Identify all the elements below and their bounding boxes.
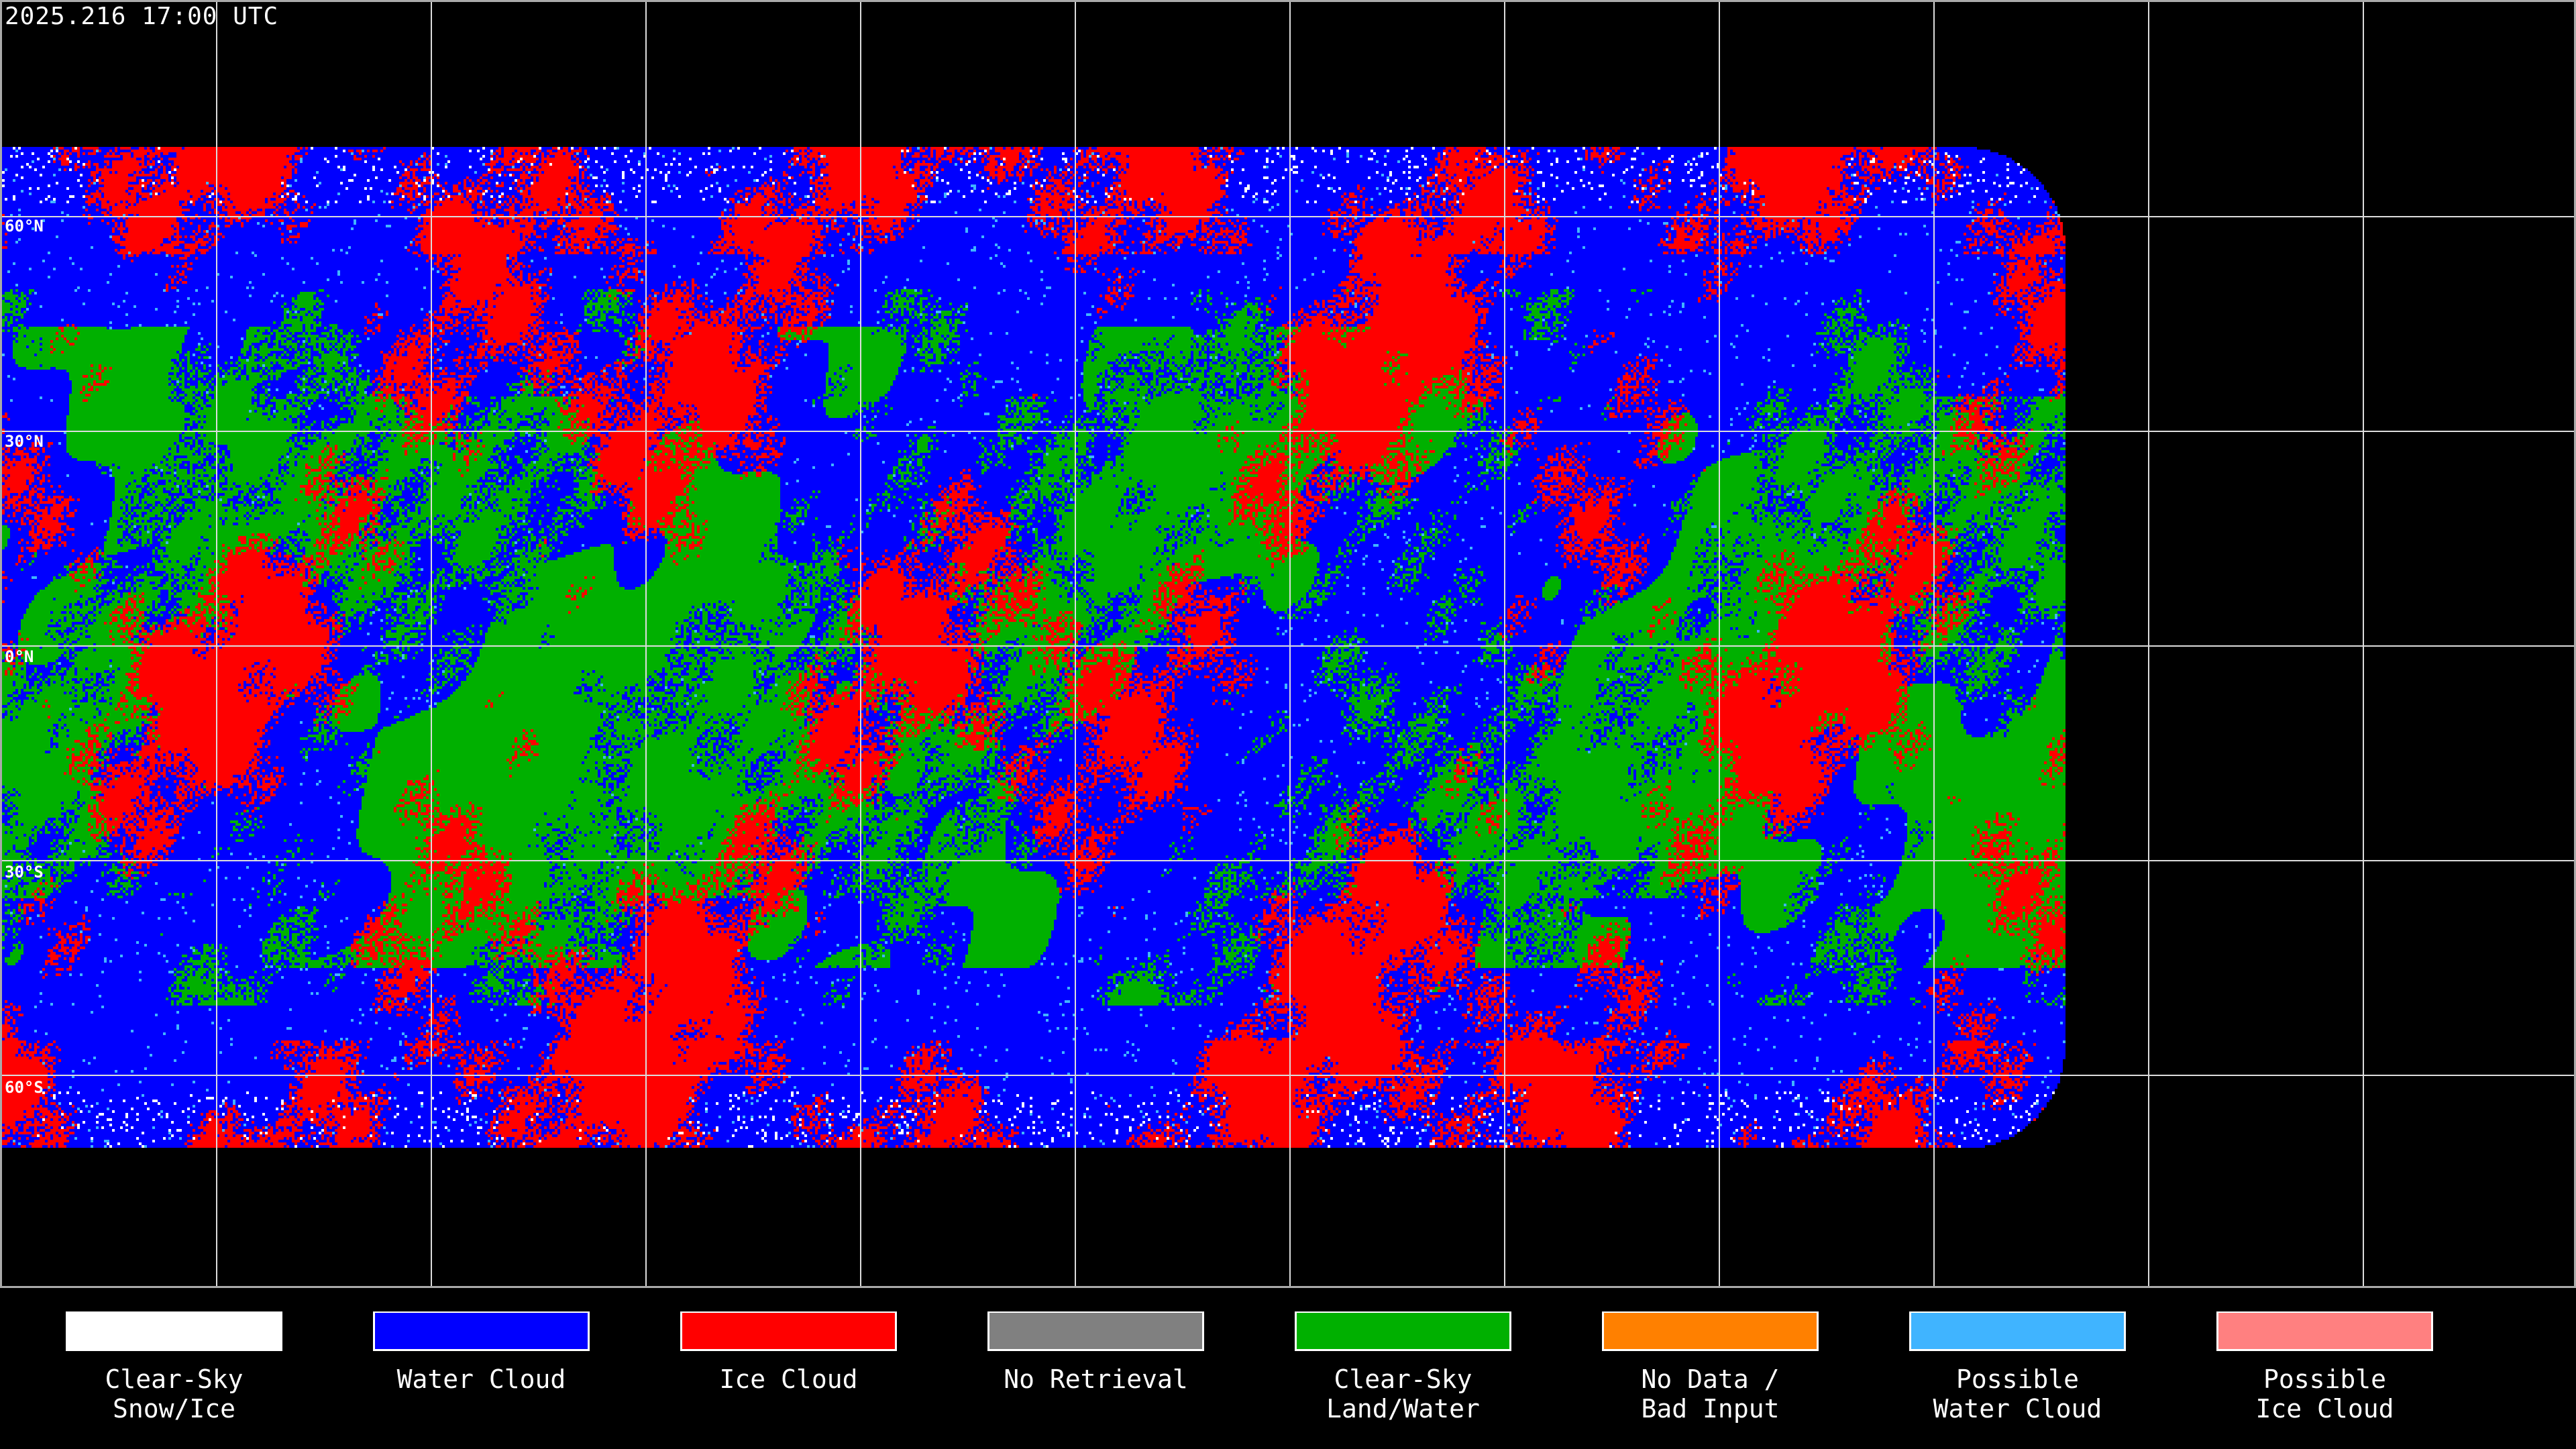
legend-item-clear-sky-land-water: Clear-Sky Land/Water: [1295, 1311, 1511, 1424]
legend-label-line2: Bad Input: [1641, 1394, 1780, 1424]
legend-swatch: [987, 1311, 1204, 1351]
legend-swatch: [1602, 1311, 1819, 1351]
legend-swatch: [680, 1311, 897, 1351]
legend-item-no-retrieval: No Retrieval: [987, 1311, 1204, 1394]
legend-label-line1: No Retrieval: [1004, 1364, 1188, 1394]
lat-label-60s: 60°S: [5, 1078, 44, 1097]
legend-label-line2: Ice Cloud: [2255, 1394, 2394, 1424]
legend-label-line1: Possible: [2263, 1364, 2387, 1394]
lat-label-60n: 60°N: [5, 217, 44, 235]
legend-swatch: [373, 1311, 590, 1351]
legend-label-line1: Possible: [1955, 1364, 2080, 1394]
lat-label-30s: 30°S: [5, 863, 44, 881]
lat-label-0: 0°N: [5, 647, 34, 666]
lat-label-30n: 30°N: [5, 432, 44, 451]
lat-lon-grid: [2, 2, 2574, 1286]
cloud-phase-map: 2025.216 17:00 UTC 60°N 30°N 0°N 30°S 60…: [0, 0, 2576, 1288]
legend-item-ice-cloud: Ice Cloud: [680, 1311, 897, 1394]
legend-item-possible-ice-cloud: Possible Ice Cloud: [2216, 1311, 2433, 1424]
legend-swatch: [66, 1311, 282, 1351]
legend-label-line1: Water Cloud: [396, 1364, 566, 1394]
legend-swatch: [2216, 1311, 2433, 1351]
legend-label-line1: Ice Cloud: [719, 1364, 858, 1394]
legend-item-possible-water-cloud: Possible Water Cloud: [1909, 1311, 2126, 1424]
legend-item-clear-sky-snow-ice: Clear-Sky Snow/Ice: [66, 1311, 282, 1424]
legend-label-line2: Water Cloud: [1933, 1394, 2102, 1424]
legend-item-water-cloud: Water Cloud: [373, 1311, 590, 1394]
legend-label-line2: Snow/Ice: [112, 1394, 236, 1424]
legend-swatch: [1295, 1311, 1511, 1351]
legend-item-no-data: No Data / Bad Input: [1602, 1311, 1819, 1424]
legend-label-line2: Land/Water: [1326, 1394, 1480, 1424]
timestamp-title: 2025.216 17:00 UTC: [5, 3, 279, 30]
legend-label-line1: Clear-Sky: [105, 1364, 244, 1394]
legend-swatch: [1909, 1311, 2126, 1351]
legend-label-line1: Clear-Sky: [1334, 1364, 1472, 1394]
legend-label-line1: No Data /: [1641, 1364, 1780, 1394]
